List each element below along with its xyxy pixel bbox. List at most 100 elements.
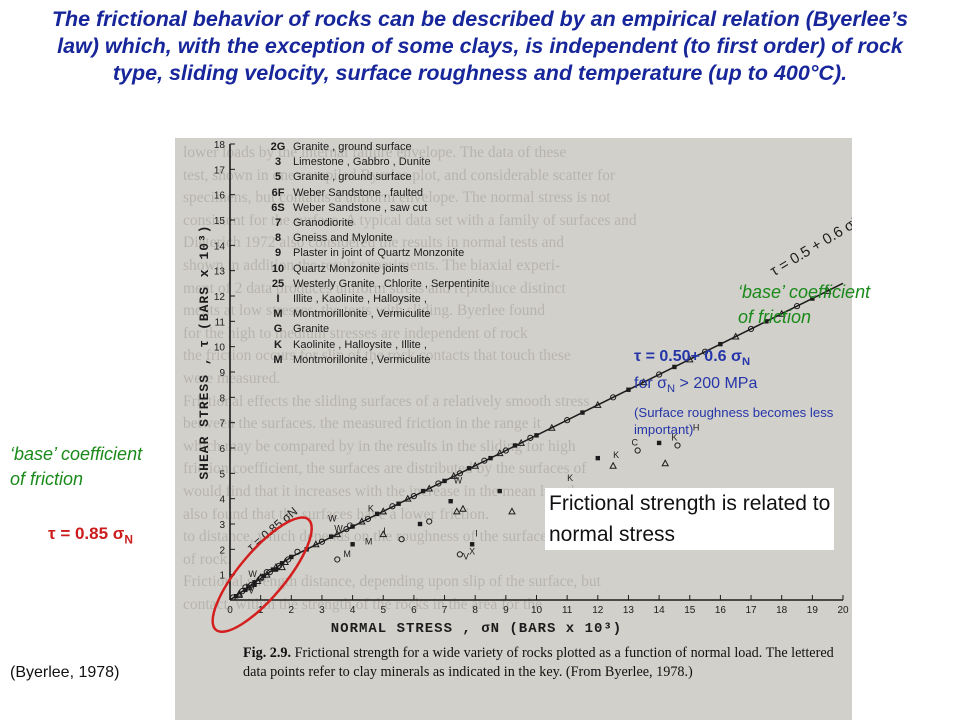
- data-point: [661, 459, 670, 467]
- x-tick-label: 12: [592, 605, 604, 616]
- subscript: N: [667, 383, 676, 396]
- x-tick-label: 15: [684, 605, 696, 616]
- data-point: [289, 554, 294, 560]
- y-tick-label: 2: [219, 545, 225, 556]
- data-point: [747, 325, 755, 333]
- data-point: [656, 440, 662, 446]
- y-tick-label: 6: [219, 444, 225, 455]
- note-line: important): [634, 422, 694, 437]
- data-point: [777, 309, 786, 317]
- sigma-symbol: σ: [657, 375, 667, 393]
- point-label: K: [567, 473, 573, 483]
- low-stress-equation: τ = 0.85 σN: [48, 524, 133, 546]
- data-point: [364, 515, 372, 523]
- key-name: Montmorillonite , Vermiculite: [293, 308, 431, 321]
- key-row: K Kaolinite , Halloysite , Illite ,: [263, 338, 490, 353]
- y-axis-label: SHEAR STRESS , τ (BARS x 10³): [197, 224, 212, 479]
- x-tick-label: 20: [837, 605, 849, 616]
- data-point: [263, 569, 270, 576]
- subscript: N: [124, 532, 134, 547]
- x-tick-label: 13: [623, 605, 635, 616]
- data-point: [252, 582, 257, 587]
- rock-type-key: 2G Granite , ground surface 3 Limestone , G…: [263, 140, 490, 368]
- point-label: I: [383, 526, 386, 536]
- data-point: [534, 433, 539, 438]
- point-label: K: [613, 450, 619, 460]
- equation-text: = 0.85: [55, 524, 113, 543]
- x-tick-label: 8: [472, 605, 478, 616]
- ghost-text-line: were measured.: [183, 369, 281, 387]
- key-row: 7 Granodiorite: [263, 216, 490, 231]
- ghost-text-line: to distance, which depends on the roughn…: [183, 528, 558, 546]
- ghost-text-line: lower loads by the internal failure enve…: [183, 144, 567, 161]
- ghost-text-line: also found that the surfaces have a lowe…: [183, 505, 490, 523]
- y-tick-label: 11: [215, 317, 226, 328]
- key-row: M Montmorillonite , Vermiculite: [263, 353, 490, 368]
- key-code: I: [276, 293, 280, 306]
- data-point: [456, 470, 463, 477]
- key-row: 3 Limestone , Gabbro , Dunite: [263, 155, 490, 170]
- data-point: [497, 488, 502, 494]
- key-name: Montmorillonite , Vermiculite: [293, 353, 431, 366]
- fit-line: [290, 282, 844, 558]
- x-tick-label: 5: [380, 605, 386, 616]
- data-point: [374, 511, 380, 517]
- key-name: Gneiss and Mylonite: [293, 232, 393, 245]
- ghost-text-line: friction coefficient, the surfaces are d…: [183, 460, 587, 478]
- key-code: M: [273, 353, 283, 366]
- data-point: [547, 423, 556, 431]
- key-code: 25: [271, 277, 285, 290]
- data-point: [502, 447, 509, 454]
- roughness-note: (Surface roughness becomes less importan…: [634, 404, 833, 438]
- x-tick-label: 19: [807, 605, 819, 616]
- point-label: V: [463, 551, 469, 561]
- key-code: 3: [274, 156, 282, 169]
- data-point: [273, 567, 279, 572]
- data-point: [764, 319, 769, 324]
- data-point: [701, 348, 709, 355]
- frictional-strength-statement: Frictional strength is related to normal…: [545, 488, 835, 550]
- data-point: [564, 417, 571, 424]
- caption-label: Fig. 2.9.: [243, 645, 292, 661]
- data-point: [396, 501, 401, 506]
- data-point: [278, 563, 286, 571]
- data-point: [481, 457, 488, 464]
- data-point: [674, 442, 681, 449]
- ghost-text-line: for the high to medium stresses are inde…: [183, 324, 528, 342]
- data-point: [417, 521, 423, 527]
- data-point: [672, 364, 677, 370]
- key-row: 25 Westerly Granite , Chlorite , Serpenti…: [263, 277, 490, 292]
- y-tick-label: 5: [219, 469, 225, 480]
- data-point: [403, 494, 412, 502]
- data-point: [252, 580, 257, 585]
- highlight-ellipse: [211, 516, 313, 634]
- data-point: [656, 371, 663, 378]
- base-coefficient-line: of friction: [10, 469, 84, 489]
- ghost-text-line: specimens, but contains a uniform envelo…: [183, 189, 611, 207]
- key-code: 10: [271, 262, 285, 275]
- key-row: 8 Gneiss and Mylonite: [263, 231, 490, 246]
- key-code: 9: [274, 247, 282, 260]
- key-name: Quartz Monzonite joints: [293, 262, 409, 275]
- x-axis-label: NORMAL STRESS , σN (BARS x 10³): [331, 621, 622, 637]
- data-point: [425, 484, 434, 492]
- point-label: I: [475, 529, 478, 539]
- key-row: G Granite: [263, 322, 490, 337]
- ghost-text-line: ments at low stresses, the tests with sl…: [183, 302, 546, 320]
- background-book-text: lower loads by the internal failure enve…: [183, 142, 843, 616]
- ghost-text-line: shown in addition the result experiments…: [183, 256, 561, 274]
- key-code: K: [274, 338, 282, 351]
- key-name: Granodiorite: [293, 217, 354, 230]
- statement-line: Frictional strength is related to: [549, 492, 831, 515]
- key-name: Westerly Granite , Chlorite , Serpentini…: [293, 277, 490, 290]
- data-point: [508, 507, 516, 515]
- data-point: [333, 530, 342, 538]
- ghost-text-line: Frictional strength distance, depending …: [183, 573, 601, 591]
- y-tick-label: 7: [219, 419, 225, 430]
- key-code: 6F: [271, 186, 285, 199]
- key-row: I Illite , Kaolinite , Halloysite ,: [263, 292, 490, 307]
- y-tick-label: 10: [214, 343, 226, 354]
- data-point: [357, 517, 366, 525]
- key-row: 5 Granite , ground surface: [263, 170, 490, 185]
- data-point: [823, 286, 832, 294]
